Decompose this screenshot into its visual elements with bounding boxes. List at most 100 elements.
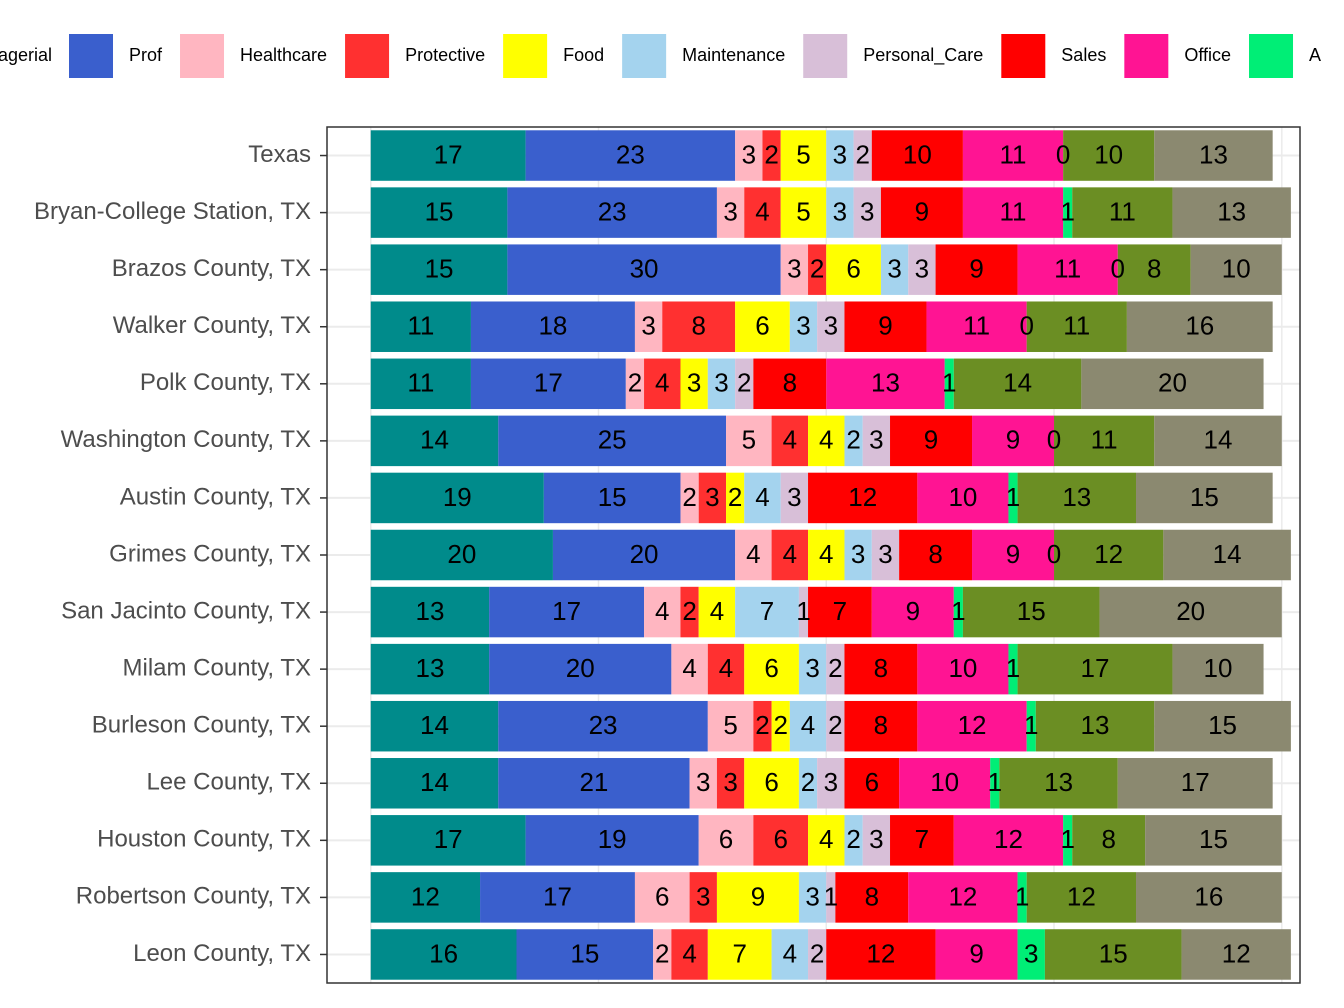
- value-label: 10: [948, 653, 977, 683]
- value-label: 2: [828, 653, 842, 683]
- legend-label: agerial: [0, 45, 52, 65]
- bar-segment: [1136, 872, 1282, 923]
- value-label: 2: [737, 368, 751, 398]
- value-label: 3: [714, 368, 728, 398]
- value-label: 2: [682, 596, 696, 626]
- y-tick-label: Texas: [248, 141, 311, 168]
- value-label: 4: [801, 710, 815, 740]
- value-label: 4: [819, 539, 833, 569]
- bar-segment: [826, 130, 854, 181]
- value-label: 11: [963, 311, 990, 341]
- value-label: 1: [942, 368, 956, 398]
- bar-segment: [1190, 244, 1282, 295]
- value-label: 2: [655, 938, 669, 968]
- bar-segment: [370, 301, 471, 352]
- y-tick-label: Houston County, TX: [97, 826, 311, 853]
- bar-segment: [370, 472, 544, 524]
- value-label: 2: [846, 824, 860, 854]
- bar-segment: [817, 758, 845, 809]
- value-label: 4: [819, 425, 833, 455]
- bar-segment: [808, 244, 827, 295]
- bar-segment: [689, 872, 717, 923]
- value-label: 12: [866, 938, 895, 968]
- value-label: 18: [538, 311, 567, 341]
- bar-segment: [1063, 187, 1073, 238]
- value-label: 12: [1222, 938, 1251, 968]
- value-label: 11: [1109, 196, 1136, 226]
- value-label: 9: [1006, 425, 1020, 455]
- value-label: 6: [846, 254, 860, 284]
- value-label: 17: [1181, 767, 1210, 797]
- value-label: 8: [783, 368, 797, 398]
- bar-segment: [716, 872, 799, 923]
- value-label: 10: [948, 482, 977, 512]
- bar-segment: [1136, 472, 1273, 524]
- bar-segment: [735, 130, 763, 181]
- bar-segment: [507, 187, 717, 238]
- bar-segment: [908, 244, 936, 295]
- bar-segment: [953, 815, 1064, 866]
- bar-segment: [370, 529, 553, 581]
- value-label: 5: [796, 139, 810, 169]
- y-tick-label: Walker County, TX: [113, 312, 311, 339]
- bar-segment: [662, 301, 736, 352]
- value-label: 11: [407, 368, 434, 398]
- bar-segment: [953, 586, 963, 638]
- value-label: 4: [755, 482, 769, 512]
- bar-segment: [844, 815, 863, 866]
- bar-segment: [680, 472, 699, 524]
- value-label: 2: [846, 425, 860, 455]
- bar-segment: [470, 358, 626, 410]
- value-label: 1: [796, 596, 810, 626]
- bar-segment: [972, 529, 1055, 581]
- bar-segment: [762, 130, 781, 181]
- value-label: 0: [1047, 425, 1061, 455]
- value-label: 4: [783, 938, 797, 968]
- bar-segment: [862, 815, 891, 866]
- value-label: 16: [1185, 311, 1214, 341]
- bar-segment: [780, 472, 809, 524]
- value-label: 4: [783, 425, 797, 455]
- value-label: 3: [723, 767, 737, 797]
- value-label: 8: [874, 653, 888, 683]
- value-label: 15: [425, 254, 454, 284]
- bar-segment: [489, 643, 672, 695]
- bar-segment: [698, 586, 736, 638]
- value-label: 12: [958, 710, 987, 740]
- bar-segment: [370, 700, 499, 752]
- bar-segment: [853, 187, 881, 238]
- value-label: 5: [742, 425, 756, 455]
- value-label: 9: [915, 196, 929, 226]
- value-label: 13: [1217, 196, 1246, 226]
- bar-segment: [826, 643, 845, 695]
- value-label: 8: [874, 710, 888, 740]
- bar-segment: [698, 815, 754, 866]
- y-tick-label: Polk County, TX: [140, 369, 311, 396]
- value-label: 4: [655, 368, 669, 398]
- bar-segment: [1154, 700, 1291, 752]
- bar-segment: [707, 643, 745, 695]
- bar-segment: [370, 187, 508, 238]
- value-label: 4: [719, 653, 733, 683]
- bar-segment: [1017, 472, 1137, 524]
- bar-segment: [1026, 872, 1137, 923]
- bar-segment: [370, 643, 490, 695]
- legend-label: A: [1309, 45, 1321, 65]
- value-label: 11: [1091, 425, 1118, 455]
- value-label: 3: [696, 881, 710, 911]
- bar-segment: [680, 358, 708, 410]
- y-tick-label: Washington County, TX: [61, 426, 311, 453]
- value-label: 1: [1024, 710, 1038, 740]
- bar-segment: [826, 700, 845, 752]
- legend-swatch: [180, 34, 225, 78]
- bar-segment: [707, 700, 754, 752]
- value-label: 9: [924, 425, 938, 455]
- bar-segment: [1026, 301, 1127, 352]
- bar-segment: [844, 529, 872, 581]
- bar-segment: [735, 301, 790, 352]
- bar-segment: [653, 929, 672, 980]
- value-label: 4: [682, 938, 696, 968]
- value-label: 11: [407, 311, 434, 341]
- bar-segment: [1063, 130, 1155, 181]
- value-label: 17: [1081, 653, 1110, 683]
